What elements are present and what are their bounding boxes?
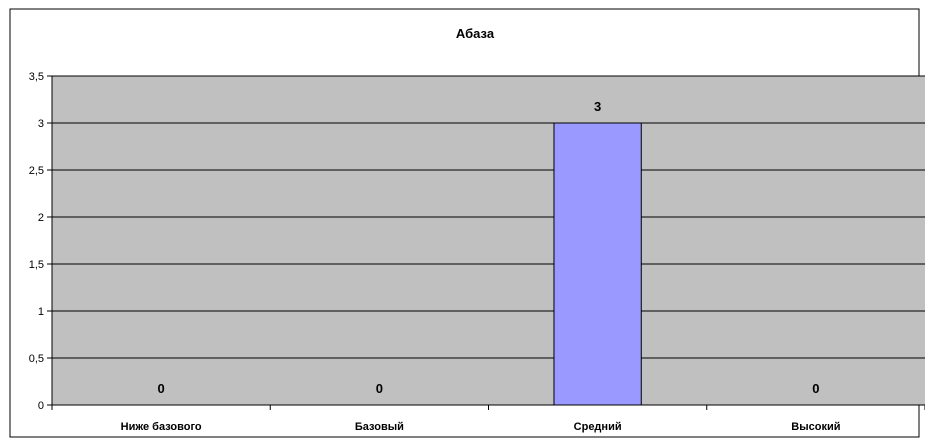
y-tick-label: 2 (38, 212, 44, 224)
y-tick-label: 0,5 (29, 353, 44, 365)
x-axis-tick-labels: Ниже базового Базовый Средний Высокий (51, 405, 925, 433)
y-tick-label: 3 (38, 118, 44, 130)
x-tick-label: Средний (574, 421, 622, 433)
data-label: 3 (594, 99, 601, 114)
y-tick-label: 0 (38, 400, 44, 412)
y-axis-tick-labels: 0 0,5 1 1,5 2 2,5 3 3,5 (29, 71, 52, 412)
bar-средний (553, 122, 642, 406)
y-tick-label: 3,5 (29, 71, 44, 83)
gridlines (52, 75, 925, 359)
x-tick-label: Ниже базового (121, 421, 202, 433)
chart-title: Абаза (456, 26, 495, 41)
data-label: 0 (376, 381, 383, 396)
plot-area (52, 76, 925, 405)
y-tick-label: 1,5 (29, 259, 44, 271)
data-label: 0 (158, 381, 165, 396)
x-tick-label: Базовый (355, 421, 404, 433)
data-labels: 0 0 3 0 (158, 99, 820, 396)
data-label: 0 (812, 381, 819, 396)
y-tick-label: 1 (38, 306, 44, 318)
x-tick-label: Высокий (791, 421, 840, 433)
y-tick-label: 2,5 (29, 165, 44, 177)
bars (553, 122, 642, 406)
